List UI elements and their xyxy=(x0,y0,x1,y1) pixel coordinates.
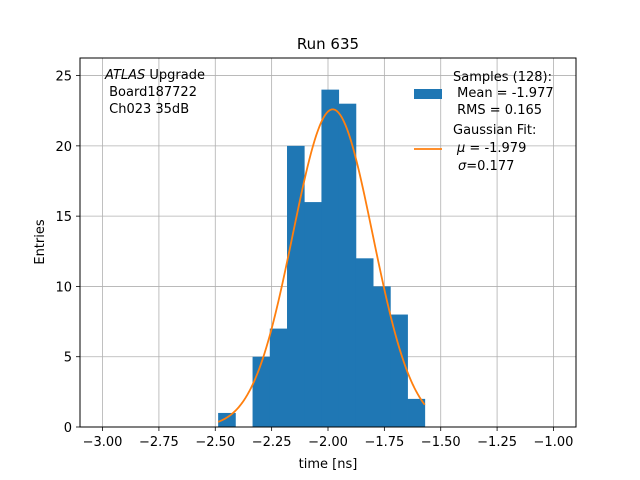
histogram-bar xyxy=(304,202,322,427)
mu-value: = -1.979 xyxy=(465,141,526,156)
legend-samples-line-2: Mean = -1.977 xyxy=(453,86,554,101)
x-tick-label: −2.50 xyxy=(195,435,235,450)
mu-symbol: μ xyxy=(456,141,465,156)
histogram-bar xyxy=(355,258,374,427)
histogram-bar xyxy=(269,328,288,427)
atlas-annotation: ATLAS Upgrade Board187722 Ch023 35dB xyxy=(104,68,205,117)
legend: Samples (128): Mean = -1.977 RMS = 0.165… xyxy=(414,70,554,174)
legend-samples-line-1: Samples (128): xyxy=(453,70,552,85)
x-tick-label: −1.25 xyxy=(477,435,517,450)
sigma-symbol: σ xyxy=(458,159,467,174)
x-tick-label: −2.00 xyxy=(308,435,348,450)
histogram-bars xyxy=(218,89,426,427)
y-tick-label: 15 xyxy=(55,210,72,225)
x-tick-label: −3.00 xyxy=(83,435,123,450)
histogram-bar xyxy=(373,286,391,427)
x-tick-label: −1.75 xyxy=(364,435,404,450)
legend-samples-line-3: RMS = 0.165 xyxy=(453,103,542,118)
histogram-bar xyxy=(407,398,426,427)
x-axis-label: time [ns] xyxy=(299,457,358,472)
x-tick-label: −1.00 xyxy=(534,435,574,450)
y-axis: 0 5 10 15 20 25 xyxy=(55,70,80,436)
y-tick-label: 0 xyxy=(64,421,72,436)
annotation-line-1: ATLAS Upgrade xyxy=(104,68,205,83)
legend-samples-swatch xyxy=(414,89,442,99)
y-tick-label: 25 xyxy=(55,70,72,85)
x-tick-label: −2.25 xyxy=(252,435,292,450)
y-tick-label: 5 xyxy=(64,351,72,366)
y-tick-label: 10 xyxy=(55,280,72,295)
x-axis: −3.00 −2.75 −2.50 −2.25 −2.00 −1.75 −1.50 −1.25… xyxy=(83,427,574,450)
y-axis-label: Entries xyxy=(33,219,48,265)
y-tick-label: 20 xyxy=(55,140,72,155)
annotation-line-2: Board187722 xyxy=(105,85,197,100)
chart-title: Run 635 xyxy=(297,35,359,53)
annotation-line-3: Ch023 35dB xyxy=(105,102,189,117)
histogram-bar xyxy=(287,145,305,427)
x-tick-label: −1.50 xyxy=(421,435,461,450)
sigma-value: =0.177 xyxy=(466,159,514,174)
legend-fit-sigma: σ=0.177 xyxy=(458,159,514,174)
legend-fit-line-1: Gaussian Fit: xyxy=(453,123,536,138)
annotation-upgrade: Upgrade xyxy=(145,68,205,83)
gaussian-fit-curve xyxy=(217,108,426,423)
histogram-bar xyxy=(218,412,236,427)
histogram-bar xyxy=(321,89,340,427)
x-tick-label: −2.75 xyxy=(139,435,179,450)
histogram-bar xyxy=(252,356,271,427)
histogram-bar xyxy=(390,314,408,427)
atlas-italic: ATLAS xyxy=(104,68,145,83)
legend-fit-mu: μ = -1.979 xyxy=(456,141,526,156)
histogram-bar xyxy=(338,103,357,427)
